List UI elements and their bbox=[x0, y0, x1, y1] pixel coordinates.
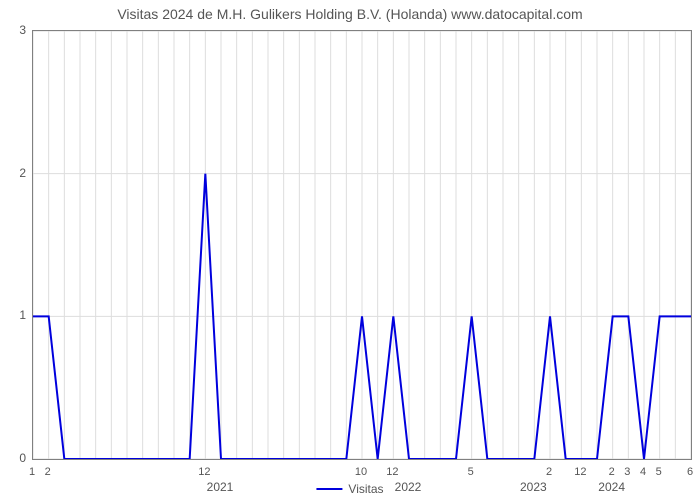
x-tick-label: 2 bbox=[45, 466, 51, 478]
x-tick-label: 12 bbox=[198, 466, 210, 478]
x-year-label: 2024 bbox=[598, 480, 625, 494]
x-tick-label: 5 bbox=[656, 466, 662, 478]
legend: Visitas bbox=[316, 482, 383, 496]
x-year-label: 2023 bbox=[520, 480, 547, 494]
x-year-label: 2021 bbox=[207, 480, 234, 494]
x-tick-label: 12 bbox=[574, 466, 586, 478]
x-tick-label: 4 bbox=[640, 466, 646, 478]
plot-area bbox=[32, 30, 692, 460]
y-tick-label: 3 bbox=[2, 23, 26, 37]
x-tick-label: 2 bbox=[546, 466, 552, 478]
x-tick-label: 5 bbox=[468, 466, 474, 478]
x-tick-label: 1 bbox=[29, 466, 35, 478]
y-tick-label: 2 bbox=[2, 166, 26, 180]
chart-title: Visitas 2024 de M.H. Gulikers Holding B.… bbox=[0, 0, 700, 26]
chart-container: Visitas 2024 de M.H. Gulikers Holding B.… bbox=[0, 0, 700, 500]
x-year-label: 2022 bbox=[395, 480, 422, 494]
x-tick-label: 10 bbox=[355, 466, 367, 478]
x-tick-label: 3 bbox=[624, 466, 630, 478]
y-tick-label: 1 bbox=[2, 308, 26, 322]
legend-swatch bbox=[316, 488, 342, 490]
y-tick-label: 0 bbox=[2, 451, 26, 465]
x-tick-label: 2 bbox=[609, 466, 615, 478]
x-tick-label: 12 bbox=[386, 466, 398, 478]
plot-svg bbox=[33, 31, 691, 459]
legend-label: Visitas bbox=[348, 482, 383, 496]
x-tick-label: 6 bbox=[687, 466, 693, 478]
